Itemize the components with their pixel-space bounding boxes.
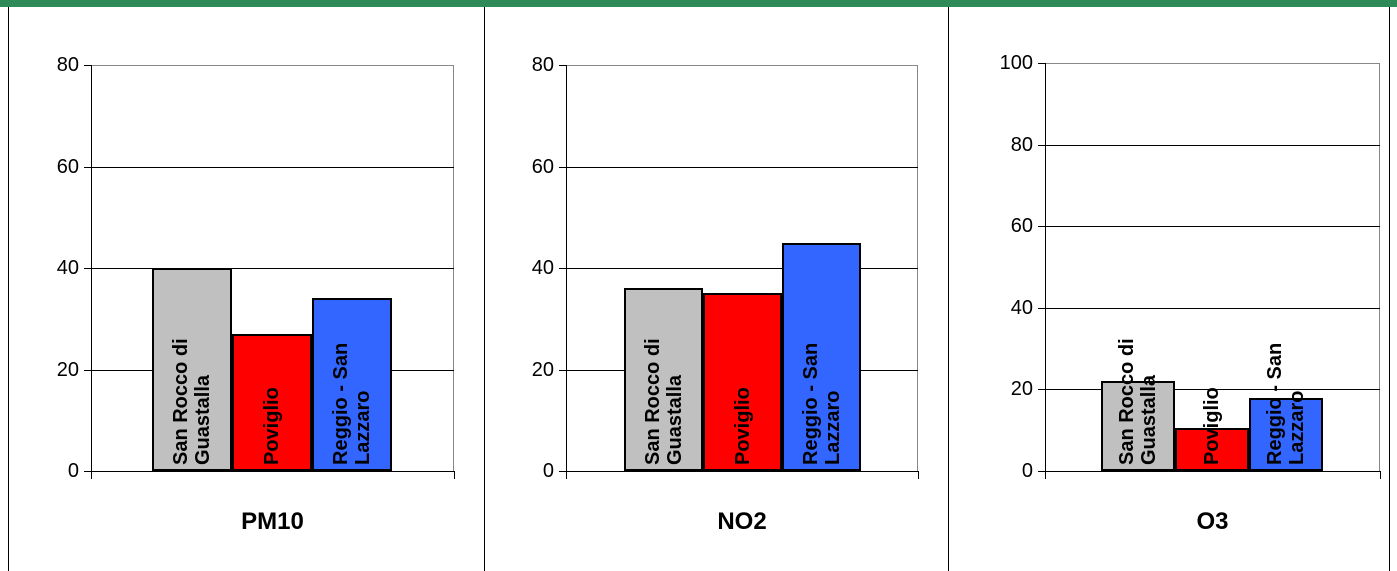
bar [1249, 397, 1323, 471]
x-axis-tick [454, 471, 455, 479]
y-tick-label: 20 [531, 358, 554, 381]
y-tick-label: 60 [531, 155, 554, 178]
x-axis-label: PM10 [241, 508, 304, 535]
y-tick [84, 268, 91, 269]
header-bar [0, 0, 1397, 7]
bar-label: San Rocco di Guastalla [170, 338, 214, 465]
y-tick [559, 268, 566, 269]
x-axis-label: O3 [1196, 508, 1229, 535]
plot-frame [1045, 63, 1380, 471]
bar [312, 298, 392, 471]
y-tick [84, 369, 91, 371]
bar-label-box: San Rocco di Guastalla [152, 293, 232, 465]
bar-label-box: Reggio - San Lazzaro [782, 293, 861, 465]
y-tick [559, 369, 566, 371]
grid-line [91, 166, 454, 168]
y-tick-label: 0 [1021, 460, 1033, 482]
y-tick-label: 80 [531, 54, 554, 76]
x-axis [91, 471, 455, 472]
y-tick [559, 166, 566, 168]
bar [703, 293, 782, 471]
y-tick-label: 40 [531, 257, 554, 279]
y-tick [1038, 307, 1045, 309]
x-axis-tick [918, 471, 919, 479]
y-tick [84, 471, 91, 472]
panel-border [484, 7, 485, 571]
grid-line [566, 166, 918, 168]
x-axis [566, 471, 919, 472]
grid-line [566, 268, 918, 269]
y-tick-label: 20 [56, 358, 79, 381]
y-tick [84, 166, 91, 168]
bar-label: Poviglio [1201, 387, 1223, 465]
y-tick-label: 80 [1010, 133, 1033, 156]
grid-line [1045, 226, 1380, 228]
y-tick-label: 100 [999, 52, 1033, 74]
grid-line [1045, 307, 1380, 309]
y-tick [1038, 226, 1045, 228]
x-axis [1045, 471, 1381, 472]
y-tick-label: 0 [67, 460, 79, 482]
x-axis-label: NO2 [717, 508, 767, 535]
y-tick-label: 20 [1010, 378, 1033, 401]
x-axis-tick [1045, 471, 1046, 479]
x-axis-tick [1380, 471, 1381, 479]
panel-border [8, 7, 9, 571]
x-axis-tick [566, 471, 567, 479]
y-tick-label: 40 [56, 257, 79, 279]
panel-border [948, 7, 949, 571]
grid-line [91, 268, 454, 269]
y-tick-label: 60 [1010, 215, 1033, 238]
y-tick-label: 40 [1010, 296, 1033, 319]
y-tick [84, 65, 91, 66]
grid-line [1045, 144, 1380, 146]
bar-label: Poviglio [261, 387, 283, 465]
panel-border [1389, 7, 1390, 571]
bar-label: Reggio - San Lazzaro [330, 342, 374, 465]
y-axis [1045, 63, 1046, 471]
bar-label-box: Poviglio [232, 293, 312, 465]
bar-label-box: Reggio - San Lazzaro [1249, 293, 1323, 465]
bar-label: San Rocco di Guastalla [641, 338, 686, 465]
bar [1175, 428, 1249, 471]
bar-label-box: Poviglio [1175, 293, 1249, 465]
grid-line [1045, 389, 1380, 391]
y-tick [1038, 389, 1045, 391]
bar-label-box: San Rocco di Guastalla [624, 293, 703, 465]
bar-label-box: Reggio - San Lazzaro [312, 293, 392, 465]
y-tick-label: 80 [56, 54, 79, 76]
y-tick-label: 0 [542, 460, 554, 482]
bar-label-box: San Rocco di Guastalla [1101, 293, 1175, 465]
bar [782, 242, 861, 471]
bar-label: San Rocco di Guastalla [1116, 338, 1160, 465]
y-tick [1038, 63, 1045, 64]
y-tick [1038, 471, 1045, 472]
y-tick [559, 65, 566, 66]
bar-label: Reggio - San Lazzaro [799, 342, 844, 465]
bar-label-box: Poviglio [703, 293, 782, 465]
bar [624, 288, 703, 471]
x-axis-tick [91, 471, 92, 479]
bar-label: Poviglio [731, 387, 754, 465]
bar-label: Reggio - San Lazzaro [1264, 342, 1308, 465]
bar [232, 333, 312, 471]
y-axis [91, 65, 92, 471]
y-tick [1038, 144, 1045, 146]
y-tick [559, 471, 566, 472]
bar [152, 268, 232, 471]
y-tick-label: 60 [56, 155, 79, 178]
bar [1101, 381, 1175, 471]
y-axis [566, 65, 567, 471]
